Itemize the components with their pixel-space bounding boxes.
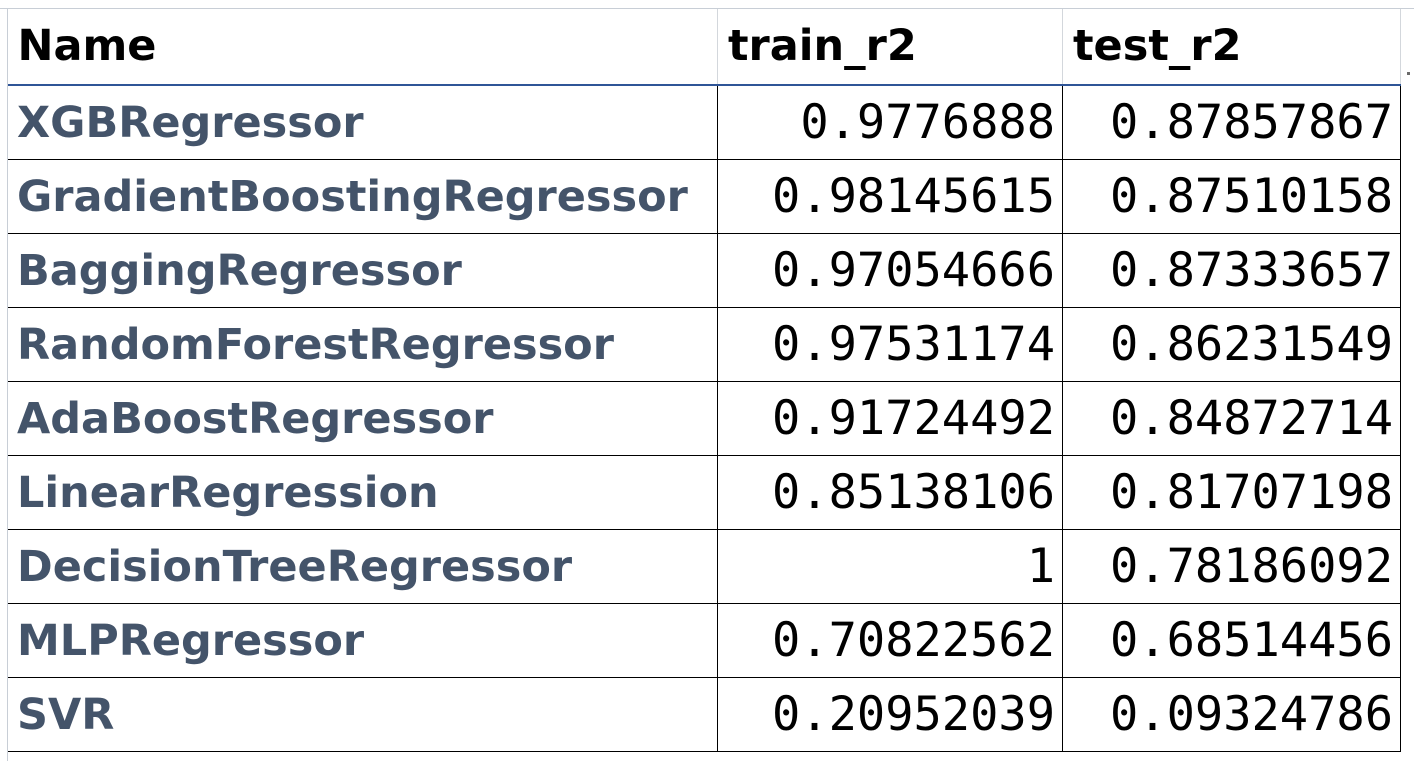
cell-train-r2[interactable]: 0.70822562 [717, 603, 1063, 678]
table-body: XGBRegressor 0.9776888 0.87857867 Gradie… [7, 84, 1401, 752]
cell-train-r2[interactable]: 0.97054666 [717, 233, 1063, 308]
table-row: DecisionTreeRegressor 1 0.78186092 [7, 529, 1401, 604]
header-train-r2[interactable]: train_r2 [717, 8, 1063, 86]
table-row: MLPRegressor 0.70822562 0.68514456 [7, 603, 1401, 678]
cell-name[interactable]: RandomForestRegressor [7, 307, 718, 382]
gridline-left [0, 8, 8, 761]
cell-train-r2[interactable]: 0.85138106 [717, 455, 1063, 530]
cell-name[interactable]: SVR [7, 677, 718, 752]
cell-train-r2[interactable]: 0.91724492 [717, 381, 1063, 456]
cell-name[interactable]: GradientBoostingRegressor [7, 159, 718, 234]
table-row: BaggingRegressor 0.97054666 0.87333657 [7, 233, 1401, 308]
cell-name[interactable]: XGBRegressor [7, 84, 718, 160]
gridline-top [0, 0, 1414, 9]
cell-test-r2[interactable]: 0.87333657 [1062, 233, 1401, 308]
cell-name[interactable]: MLPRegressor [7, 603, 718, 678]
cell-name[interactable]: LinearRegression [7, 455, 718, 530]
cell-train-r2[interactable]: 1 [717, 529, 1063, 604]
cell-test-r2[interactable]: 0.86231549 [1062, 307, 1401, 382]
cell-train-r2[interactable]: 0.9776888 [717, 84, 1063, 160]
table-header: Name train_r2 test_r2 [7, 8, 1401, 86]
table-row: SVR 0.20952039 0.09324786 [7, 677, 1401, 752]
table-row: AdaBoostRegressor 0.91724492 0.84872714 [7, 381, 1401, 456]
results-table: Name train_r2 test_r2 XGBRegressor 0.977… [7, 8, 1401, 752]
cell-test-r2[interactable]: 0.68514456 [1062, 603, 1401, 678]
cell-test-r2[interactable]: 0.78186092 [1062, 529, 1401, 604]
cell-test-r2[interactable]: 0.09324786 [1062, 677, 1401, 752]
cell-test-r2[interactable]: 0.87857867 [1062, 84, 1401, 160]
cell-name[interactable]: BaggingRegressor [7, 233, 718, 308]
table-row: GradientBoostingRegressor 0.98145615 0.8… [7, 159, 1401, 234]
cell-name[interactable]: DecisionTreeRegressor [7, 529, 718, 604]
cell-test-r2[interactable]: 0.87510158 [1062, 159, 1401, 234]
cell-test-r2[interactable]: 0.84872714 [1062, 381, 1401, 456]
cell-name[interactable]: AdaBoostRegressor [7, 381, 718, 456]
header-row: Name train_r2 test_r2 [7, 8, 1401, 86]
table-row: XGBRegressor 0.9776888 0.87857867 [7, 84, 1401, 160]
table-row: LinearRegression 0.85138106 0.81707198 [7, 455, 1401, 530]
header-test-r2[interactable]: test_r2 [1062, 8, 1401, 86]
cell-train-r2[interactable]: 0.97531174 [717, 307, 1063, 382]
header-name[interactable]: Name [7, 8, 718, 86]
table-row: RandomForestRegressor 0.97531174 0.86231… [7, 307, 1401, 382]
cell-test-r2[interactable]: 0.81707198 [1062, 455, 1401, 530]
fill-handle[interactable] [1407, 72, 1410, 75]
spreadsheet-area: Name train_r2 test_r2 XGBRegressor 0.977… [0, 8, 1414, 761]
cell-train-r2[interactable]: 0.98145615 [717, 159, 1063, 234]
cell-train-r2[interactable]: 0.20952039 [717, 677, 1063, 752]
